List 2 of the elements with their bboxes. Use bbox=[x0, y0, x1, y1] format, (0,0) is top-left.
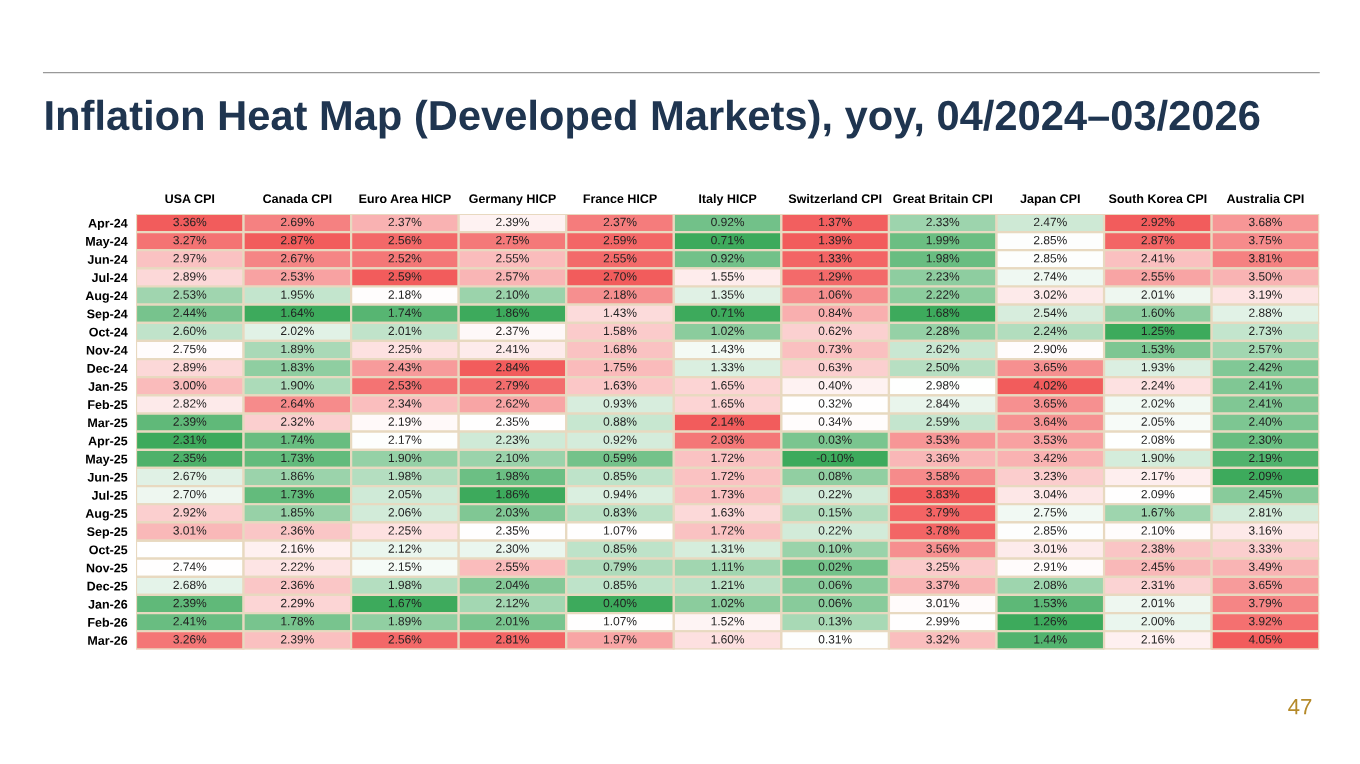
chart-title: Inflation Heat Map (Developed Markets), yoy, 04/2024–03/2026 bbox=[46, 99, 1260, 139]
text: 47 bbox=[1288, 699, 1312, 715]
